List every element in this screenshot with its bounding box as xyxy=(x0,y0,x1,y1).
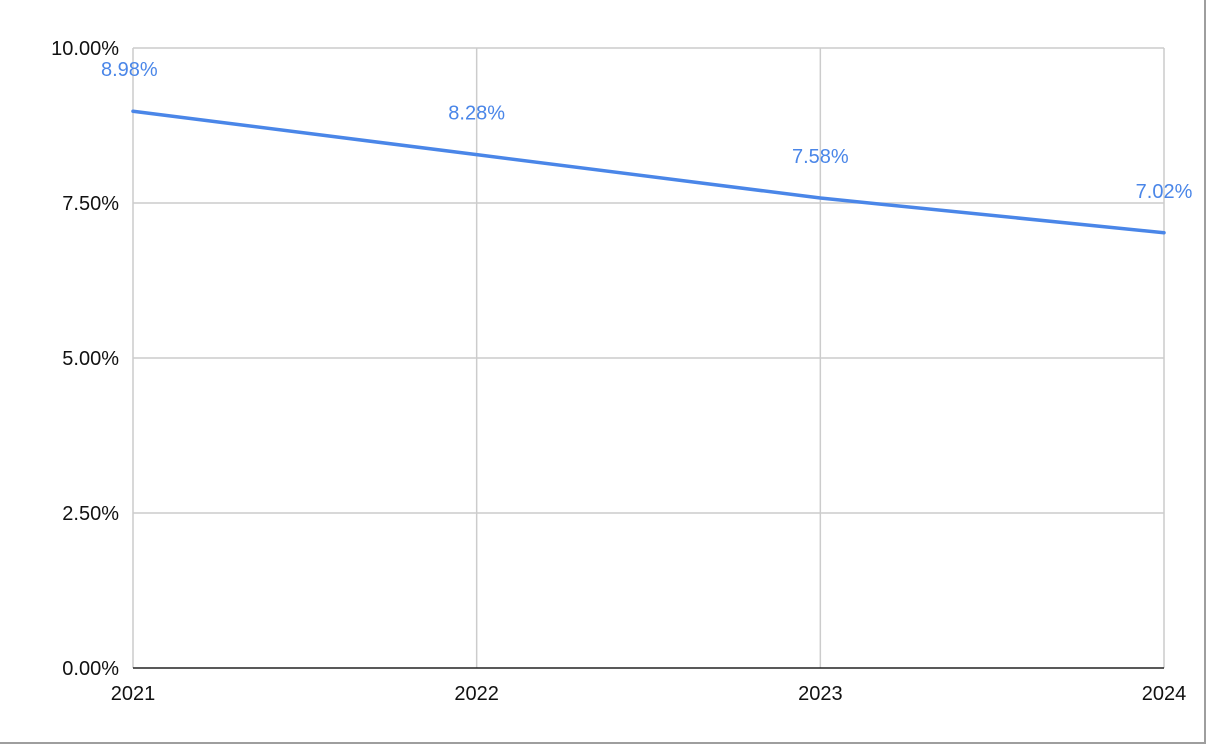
label-layer: 8.98% 8.28% 7.58% 7.02% xyxy=(101,59,1193,203)
grid-layer xyxy=(132,47,1165,668)
y-tick-label: 7.50% xyxy=(62,193,119,215)
x-tick-label: 2024 xyxy=(1142,683,1187,705)
x-tick-label: 2021 xyxy=(111,683,156,705)
y-tick-label: 2.50% xyxy=(62,503,119,525)
y-tick-label: 0.00% xyxy=(62,658,119,680)
y-tick-label: 5.00% xyxy=(62,348,119,370)
data-label: 8.98% xyxy=(101,59,158,81)
x-tick-label: 2023 xyxy=(798,683,843,705)
data-label: 7.02% xyxy=(1136,181,1193,203)
x-tick-label: 2022 xyxy=(454,683,499,705)
series-line xyxy=(131,109,1166,235)
data-label: 7.58% xyxy=(792,146,849,168)
data-label: 8.28% xyxy=(448,103,505,125)
axis-layer: 0.00% 2.50% 5.00% 7.50% 10.00% 2021 2022 2023 20… xyxy=(51,38,1186,705)
y-tick-label: 10.00% xyxy=(51,38,119,60)
series-layer xyxy=(131,109,1166,235)
